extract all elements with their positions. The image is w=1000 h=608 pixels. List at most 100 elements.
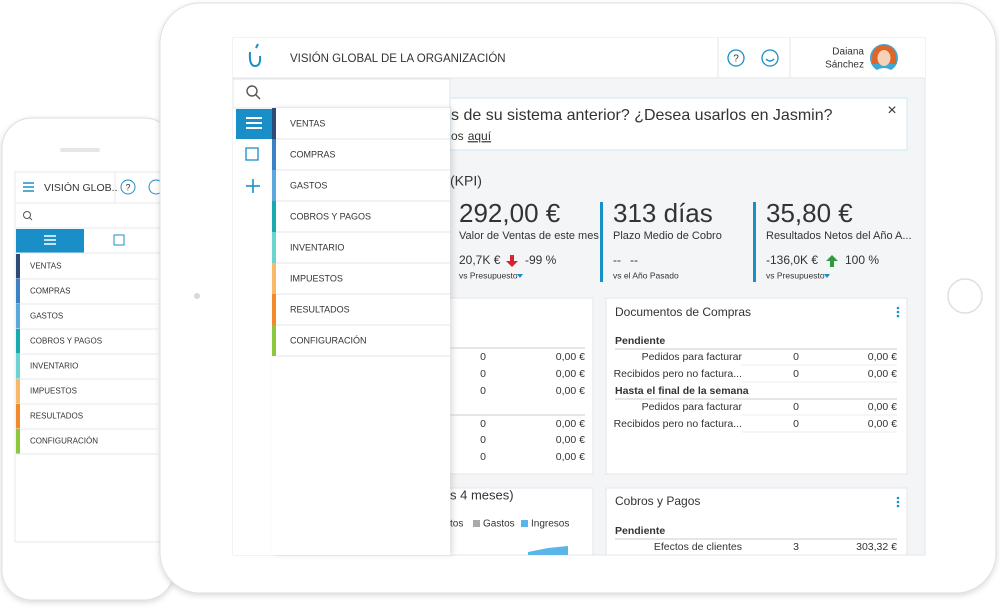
phone-menu-stripe — [16, 329, 20, 354]
row-count: 0 — [793, 418, 799, 430]
help-icon[interactable] — [727, 49, 745, 67]
search-icon — [246, 85, 258, 97]
legend-swatch — [521, 520, 528, 527]
import-banner — [449, 97, 908, 151]
phone-menu-stripe — [16, 254, 20, 279]
phone-menu-item[interactable]: INVENTARIO — [30, 362, 78, 371]
row-label: Efectos de clientes — [654, 541, 742, 553]
banner-close[interactable]: × — [887, 102, 896, 119]
row-count: 0 — [480, 368, 486, 380]
kpi-label: Plazo Medio de Cobro — [613, 230, 722, 242]
phone-menu-tab-icon — [44, 235, 56, 245]
compare-dropdown[interactable] — [824, 274, 830, 278]
banner-text: s de su sistema anterior? ¿Desea usarlos… — [451, 107, 833, 124]
menu-item[interactable]: GASTOS — [290, 180, 327, 190]
card-menu-dot[interactable] — [896, 504, 900, 508]
row-amount: 0,00 € — [868, 351, 897, 363]
add-icon[interactable] — [246, 179, 260, 193]
menu-item[interactable]: COBROS Y PAGOS — [290, 211, 371, 221]
phone-menu-tab[interactable] — [16, 229, 84, 253]
kpi-value: 313 días — [613, 198, 713, 228]
phone-menu-item[interactable]: COMPRAS — [30, 287, 70, 296]
kpi-value: 35,80 € — [766, 198, 853, 228]
logo — [248, 43, 262, 68]
kpi-reference: 20,7K € — [459, 253, 501, 267]
row-amount: 0,00 € — [556, 451, 585, 463]
group-heading: Pendiente — [615, 335, 665, 347]
banner-link[interactable]: aquí — [468, 129, 492, 143]
card-title: s 4 meses) — [450, 487, 514, 502]
menu-item[interactable]: IMPUESTOS — [290, 273, 343, 283]
card-menu-dot[interactable] — [896, 314, 900, 318]
kpi-value: 292,00 € — [459, 198, 561, 228]
kpi-compare: vs el Año Pasado — [613, 270, 679, 280]
phone-menu-item[interactable]: RESULTADOS — [30, 412, 83, 421]
row-label: Recibidos pero no factura... — [614, 368, 742, 380]
row-label: Recibidos pero no factura... — [614, 418, 742, 430]
tablet-home-button[interactable] — [947, 278, 983, 314]
phone-menu-item[interactable]: CONFIGURACIÓN — [30, 437, 98, 446]
row-amount: 0,00 € — [556, 434, 585, 446]
compare-dropdown[interactable] — [517, 274, 523, 278]
phone-menu-stripe — [16, 304, 20, 329]
edit-icon[interactable] — [245, 147, 259, 161]
row-count: 0 — [480, 418, 486, 430]
card-title: Documentos de Compras — [615, 305, 751, 319]
phone — [1, 117, 175, 601]
phone-edit-tab-icon[interactable] — [113, 234, 125, 246]
row-amount: 0,00 € — [868, 368, 897, 380]
group-heading: Pendiente — [615, 525, 665, 537]
phone-search-icon[interactable] — [23, 211, 31, 219]
legend-label: Ingresos — [531, 519, 569, 530]
phone-menu-stripe — [16, 379, 20, 404]
menu-stripe — [272, 294, 276, 325]
row-count: 0 — [480, 451, 486, 463]
row-amount: 0,00 € — [556, 351, 585, 363]
menu-item[interactable]: RESULTADOS — [290, 304, 350, 314]
icon-strip — [233, 79, 272, 555]
banner-subtext: os — [451, 129, 464, 143]
chart-fragment — [528, 546, 568, 555]
menu-item[interactable]: INVENTARIO — [290, 242, 344, 252]
menu-item[interactable]: COMPRAS — [290, 149, 336, 159]
feedback-icon[interactable] — [761, 49, 779, 67]
row-count: 0 — [793, 401, 799, 413]
row-count: 0 — [480, 434, 486, 446]
menu-stripe — [272, 108, 276, 139]
row-amount: 0,00 € — [868, 401, 897, 413]
phone-hamburger — [23, 182, 34, 192]
feedback-icon — [765, 58, 775, 62]
phone-menu-stripe — [16, 429, 20, 454]
legend-swatch — [473, 520, 480, 527]
card-menu-dot[interactable] — [896, 306, 900, 310]
card-menu-dot[interactable] — [896, 310, 900, 314]
phone-menu-item[interactable]: VENTAS — [30, 262, 61, 271]
phone-menu-item[interactable]: GASTOS — [30, 312, 63, 321]
tablet-header — [233, 38, 925, 78]
page-title: VISIÓN GLOBAL DE LA ORGANIZACIÓN — [290, 52, 506, 65]
menu-item[interactable]: VENTAS — [290, 118, 325, 128]
group-heading: Hasta el final de la semana — [615, 385, 749, 397]
phone-help-icon-label: ? — [125, 182, 130, 192]
card-menu-dot[interactable] — [896, 500, 900, 504]
kpi-label: Resultados Netos del Año A... — [766, 230, 912, 242]
phone-menu-stripe — [16, 279, 20, 304]
phone-menu-item[interactable]: COBROS Y PAGOS — [30, 337, 102, 346]
row-label: Pedidos para facturar — [642, 351, 743, 363]
search-bar[interactable] — [232, 78, 451, 109]
card — [605, 297, 908, 475]
trend-up-arrow — [826, 255, 838, 267]
phone-help-icon[interactable] — [120, 179, 136, 195]
phone-speaker — [60, 148, 100, 152]
menu-item[interactable]: CONFIGURACIÓN — [290, 335, 367, 345]
row-amount: 0,00 € — [868, 418, 897, 430]
kpi-section-title: (KPI) — [450, 173, 482, 189]
tablet — [159, 2, 997, 594]
trend-down-arrow — [506, 255, 518, 267]
legend-label: Gastos — [483, 519, 515, 530]
phone-menu-item[interactable]: IMPUESTOS — [30, 387, 77, 396]
kpi-accent — [753, 202, 756, 282]
avatar[interactable] — [870, 44, 898, 72]
card-menu-dot[interactable] — [896, 496, 900, 500]
